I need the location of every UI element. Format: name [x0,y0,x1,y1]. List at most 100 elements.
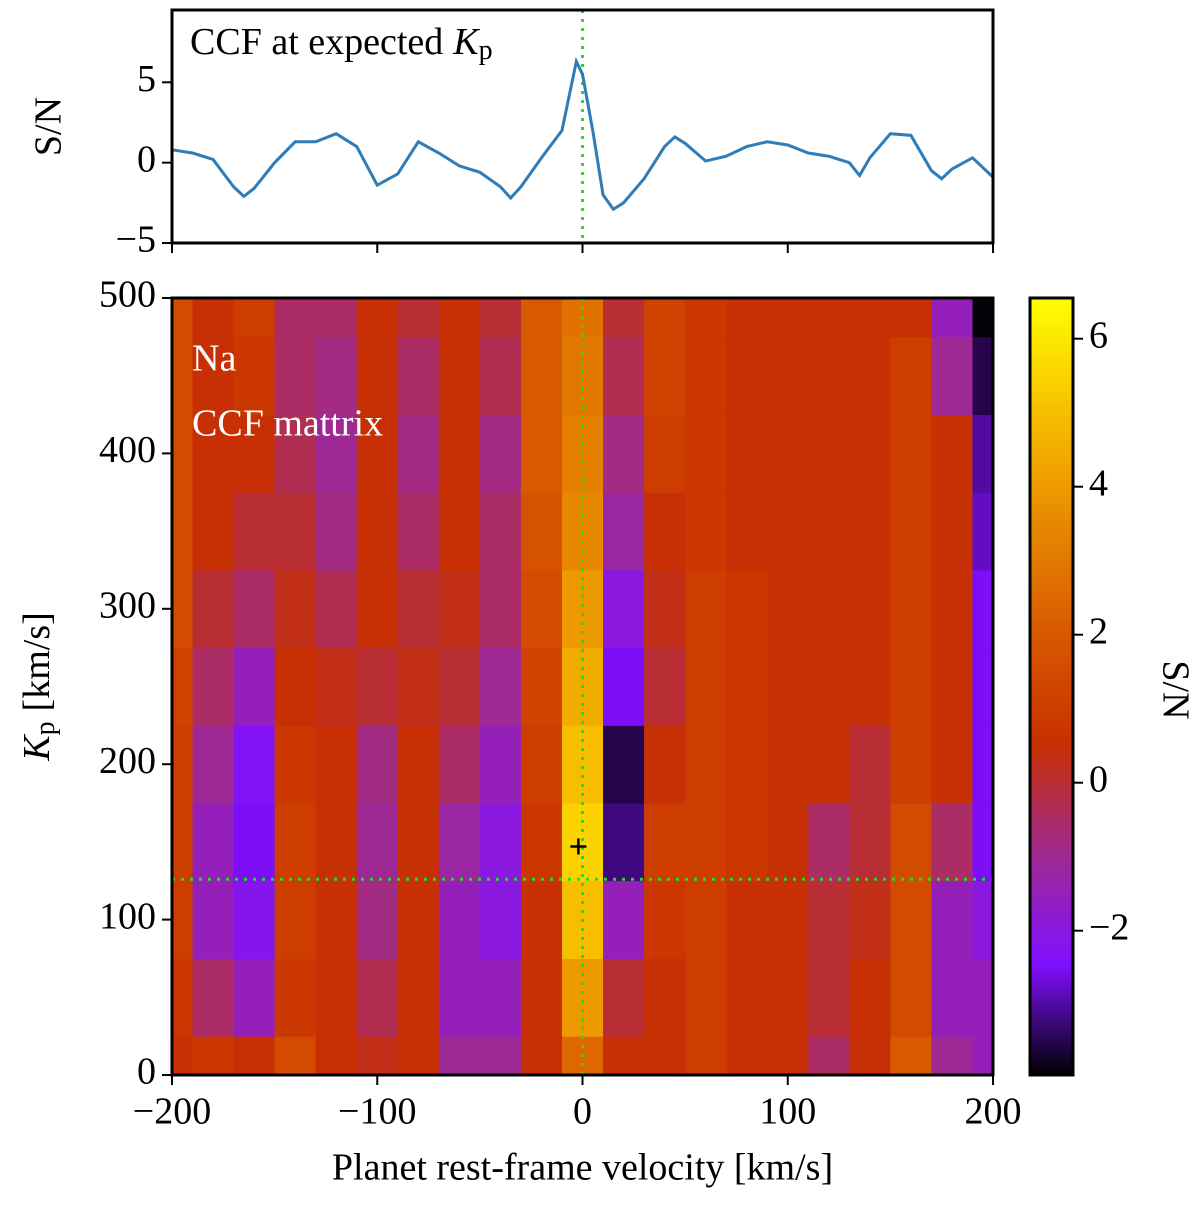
y-label-subscript: p [30,721,61,735]
heat-cell [972,336,993,416]
peak-marker [570,838,587,855]
colorbar-tick-label: 6 [1089,314,1108,356]
heat-cell [603,647,645,726]
title-subscript: p [479,35,493,66]
heat-cell [315,725,358,804]
heat-cell [192,569,235,649]
heat-cell [479,298,522,338]
heat-cell [808,492,850,571]
heat-cell [520,647,563,726]
heat-cell [603,1036,645,1075]
heat-cell [561,569,604,649]
heat-cell [767,414,809,493]
heat-cell [274,880,317,959]
y-axis-label: Kp [km/s] [16,612,62,762]
colorbar [1028,296,1075,1077]
heat-cell [644,336,686,416]
heat-cell [726,414,768,493]
heat-cell [685,958,727,1037]
colorbar-tick-label: 2 [1089,610,1108,652]
heat-cell [192,725,235,804]
heat-cell [931,1036,973,1075]
heat-cell [356,647,399,726]
heat-cell [356,725,399,804]
heat-cell [274,1036,317,1075]
heat-cell [438,880,481,959]
y-tick-label: 100 [99,895,156,937]
heat-cell [315,569,358,649]
heatmap [172,298,993,1075]
heat-cell [685,803,727,882]
heat-cell [438,414,481,493]
heat-cell [356,880,399,959]
heat-cell [172,569,194,649]
heat-cell [972,414,993,493]
heat-cell [192,880,235,959]
heat-cell [931,725,973,804]
heat-cell [438,298,481,338]
heat-cell [726,725,768,804]
heat-cell [520,725,563,804]
heat-cell [315,1036,358,1075]
heat-cell [397,1036,440,1075]
heat-cell [192,298,235,338]
heat-cell [603,803,645,882]
heat-cell [315,492,358,571]
heat-cell [644,803,686,882]
heat-cell [767,492,809,571]
heat-cell [561,492,604,571]
heat-cell [685,1036,727,1075]
heat-cell [808,569,850,649]
heat-cell [172,414,194,493]
heat-cell [274,647,317,726]
heat-cell [931,958,973,1037]
heat-cell [726,958,768,1037]
title-text: CCF at expected [190,21,443,63]
heat-cell [479,803,522,882]
heat-cell [233,569,276,649]
heat-cell [397,958,440,1037]
heat-cell [808,880,850,959]
heat-cell [931,569,973,649]
heat-cell [931,414,973,493]
heat-cell [192,336,235,416]
heat-cell [849,725,891,804]
heat-cell [603,298,645,338]
heat-cell [397,647,440,726]
y-tick-label: 0 [137,1051,156,1093]
heat-cell [890,492,932,571]
heat-cell [479,1036,522,1075]
heat-cell [849,414,891,493]
heat-cell [890,336,932,416]
heat-cell [438,803,481,882]
heat-cell [890,803,932,882]
heat-cell [192,803,235,882]
heat-cell [356,414,399,493]
annotation: Na [192,338,236,380]
heat-cell [172,725,194,804]
heat-cell [479,725,522,804]
heat-cell [561,958,604,1037]
heat-cell [808,958,850,1037]
heat-cell [315,880,358,959]
heat-cell [274,803,317,882]
heat-cell [479,569,522,649]
heat-cell [972,725,993,804]
heat-cell [561,803,604,882]
heat-cell [192,958,235,1037]
heat-cell [603,958,645,1037]
y-tick-label: 500 [99,274,156,316]
y-axis-label: S/N [28,97,70,156]
heat-cell [397,803,440,882]
heat-cell [972,880,993,959]
y-label-text: [km/s] [16,612,58,711]
heat-cell [849,336,891,416]
heat-cell [685,647,727,726]
heat-cell [931,492,973,571]
heat-cell [849,492,891,571]
x-tick-label: −100 [338,1091,416,1133]
heat-cell [603,492,645,571]
y-tick-label: 5 [137,58,156,100]
heat-cell [685,336,727,416]
